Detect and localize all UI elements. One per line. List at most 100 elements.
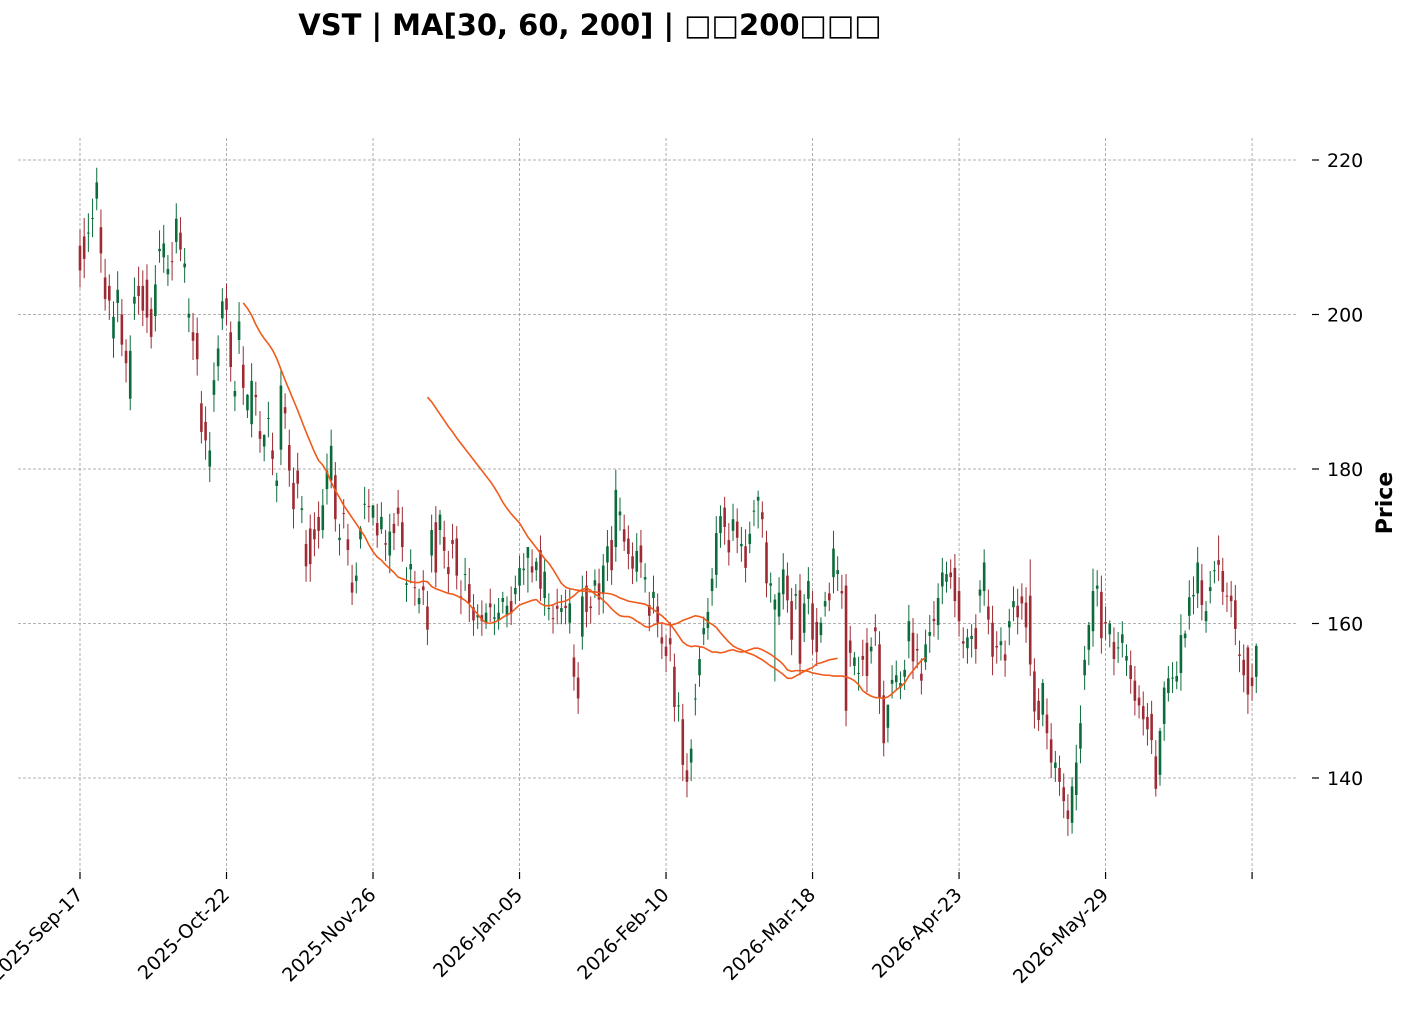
- candle-body: [468, 584, 471, 603]
- candle: [292, 467, 295, 529]
- candle-body: [128, 350, 132, 399]
- candle-body: [564, 605, 567, 609]
- candle: [267, 401, 270, 438]
- candle: [840, 574, 844, 609]
- candle-body: [91, 217, 94, 219]
- candle: [832, 530, 835, 594]
- candle-body: [174, 218, 178, 242]
- candle: [781, 553, 785, 610]
- candle-body: [342, 513, 346, 515]
- candle: [246, 394, 249, 419]
- candle: [1087, 621, 1091, 666]
- candle-body: [631, 556, 634, 569]
- candle: [995, 631, 999, 664]
- candle-body: [656, 606, 659, 623]
- candle: [354, 562, 358, 594]
- candle-body: [777, 592, 781, 617]
- candle: [154, 265, 157, 332]
- candle-body: [543, 571, 546, 599]
- candle-body: [375, 523, 379, 536]
- candle-body: [292, 482, 295, 510]
- candle: [1104, 606, 1107, 640]
- candle-body: [1125, 655, 1128, 661]
- candle-body: [1183, 633, 1187, 639]
- candle: [802, 594, 806, 643]
- candle-body: [597, 583, 601, 600]
- candle-body: [204, 421, 207, 441]
- candle-body: [488, 603, 492, 608]
- candle: [945, 561, 948, 593]
- candle: [639, 530, 643, 578]
- candle: [643, 563, 647, 593]
- candle-body: [647, 604, 651, 616]
- candle-body: [668, 638, 672, 645]
- candle: [1154, 740, 1158, 797]
- candle: [1137, 685, 1141, 719]
- candle-body: [735, 521, 739, 538]
- candle-body: [380, 516, 383, 530]
- candle-body: [740, 543, 743, 547]
- candle-body: [1162, 687, 1166, 724]
- candle-body: [137, 285, 140, 296]
- candle-body: [815, 621, 819, 653]
- candle: [221, 288, 224, 330]
- candle-body: [1003, 654, 1007, 661]
- candle: [735, 508, 739, 554]
- candle-body: [518, 567, 521, 586]
- candle: [978, 580, 982, 613]
- candle-body: [108, 285, 111, 301]
- candle: [95, 167, 99, 211]
- candle: [819, 617, 823, 643]
- candle: [1083, 645, 1086, 690]
- candle: [204, 406, 207, 460]
- x-tick-label: 2026-Jan-05: [429, 884, 527, 982]
- candle: [1192, 576, 1195, 615]
- y-tick-label: 220: [1327, 150, 1363, 172]
- x-tick-label: 2025-Nov-26: [278, 884, 380, 986]
- candle-body: [832, 548, 835, 578]
- candle: [815, 608, 819, 666]
- candle: [363, 486, 366, 520]
- candle: [1037, 688, 1040, 731]
- candle-body: [484, 612, 488, 623]
- candle-body: [1129, 665, 1132, 680]
- candle-body: [334, 475, 337, 520]
- candle: [731, 503, 735, 541]
- candle: [924, 629, 927, 670]
- candle-body: [848, 640, 852, 653]
- candle-body: [338, 537, 341, 541]
- candle-body: [639, 545, 643, 563]
- candle: [288, 429, 291, 487]
- candle-body: [798, 590, 802, 664]
- candle: [514, 575, 517, 605]
- candle-body: [1175, 676, 1179, 682]
- candle: [195, 317, 199, 376]
- candle: [974, 614, 978, 664]
- candle: [497, 598, 500, 630]
- candle-body: [1028, 595, 1032, 665]
- candle-body: [241, 364, 245, 388]
- candle: [652, 575, 655, 614]
- candle: [727, 523, 731, 566]
- candle: [581, 575, 584, 650]
- candle-body: [1108, 623, 1112, 635]
- candle-body: [296, 470, 299, 484]
- candle: [1254, 643, 1258, 694]
- candle: [1246, 645, 1250, 714]
- candle-body: [857, 672, 860, 674]
- candle: [886, 704, 890, 743]
- candle-body: [894, 675, 898, 683]
- candle-body: [300, 508, 304, 510]
- candle: [183, 248, 186, 283]
- candle: [1221, 557, 1225, 605]
- candle-body: [886, 704, 890, 728]
- candle: [229, 321, 232, 382]
- candle: [367, 489, 371, 523]
- candle-body: [1054, 762, 1057, 768]
- candle: [555, 588, 559, 625]
- candle: [1003, 640, 1007, 677]
- candle-body: [313, 529, 316, 540]
- candle: [1100, 575, 1103, 654]
- candle-body: [974, 628, 978, 649]
